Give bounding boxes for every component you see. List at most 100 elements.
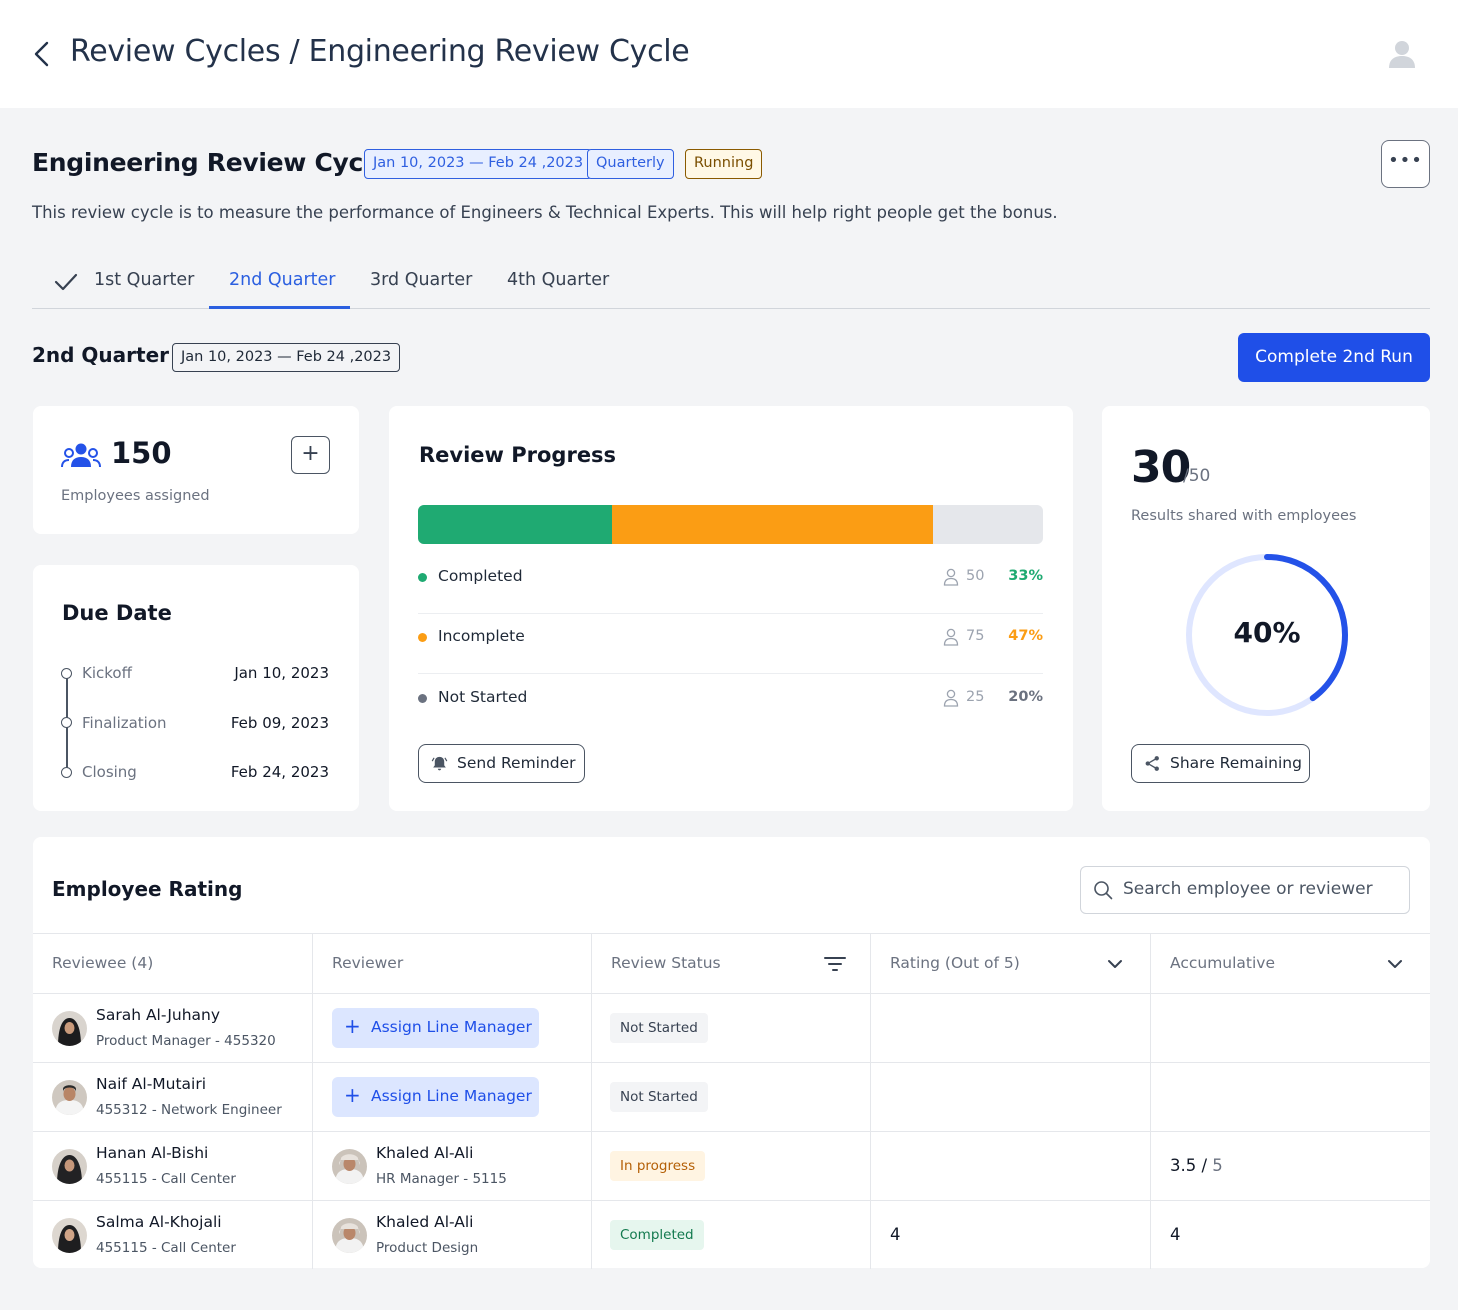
column-header-review-status[interactable]: Review Status (592, 934, 871, 995)
active-tab-indicator (209, 306, 350, 309)
assign-line-manager-button[interactable]: + Assign Line Manager (332, 1008, 539, 1048)
quarter-date-chip: Jan 10, 2023 — Feb 24 ,2023 (172, 343, 401, 372)
not-started-dot (418, 694, 427, 703)
send-reminder-label: Send Reminder (457, 754, 576, 772)
reviewee-subtitle: 455115 - Call Center (96, 1171, 236, 1187)
plus-icon: + (344, 1083, 361, 1107)
more-options-button[interactable]: ••• (1381, 140, 1430, 188)
employee-count-label: Employees assigned (61, 488, 210, 504)
search-input[interactable] (1123, 879, 1403, 899)
legend-label: Not Started (438, 688, 528, 706)
reviewee-name: Hanan Al-Bishi (96, 1144, 209, 1162)
user-icon[interactable] (1386, 38, 1418, 70)
due-date-title: Due Date (62, 601, 172, 625)
rating-cell (871, 1132, 1151, 1200)
reviewer-cell: Khaled Al-Ali HR Manager - 5115 (313, 1132, 592, 1200)
assign-line-manager-button[interactable]: + Assign Line Manager (332, 1077, 539, 1117)
send-reminder-button[interactable]: Send Reminder (418, 744, 585, 783)
results-percent: 40% (1233, 616, 1301, 649)
bell-icon (431, 756, 448, 771)
legend-row-not-started: Not Started 25 20% (418, 675, 1043, 735)
status-cell: Completed (592, 1201, 871, 1269)
timeline-dot (61, 717, 72, 728)
reviewee-subtitle: Product Manager - 455320 (96, 1033, 276, 1049)
column-header-label: Review Status (611, 954, 721, 972)
progress-segment-incomplete (611, 505, 933, 544)
milestone-date: Feb 09, 2023 (230, 714, 329, 732)
complete-run-button[interactable]: Complete 2nd Run (1238, 333, 1430, 382)
legend-percent: 20% (1008, 689, 1043, 705)
legend-percent: 47% (1008, 628, 1043, 644)
table-row[interactable]: Sarah Al-Juhany Product Manager - 455320… (33, 994, 1430, 1063)
table-row[interactable]: Salma Al-Khojali 455115 - Call Center Kh… (33, 1201, 1430, 1270)
accumulative-score: 4 (1170, 1225, 1181, 1244)
status-cell: Not Started (592, 1063, 871, 1131)
share-remaining-button[interactable]: Share Remaining (1131, 744, 1310, 783)
chevron-down-icon[interactable] (1384, 954, 1406, 974)
column-header-rating[interactable]: Rating (Out of 5) (871, 934, 1151, 995)
tab-1st-quarter[interactable]: 1st Quarter (94, 270, 195, 290)
legend-count: 75 (966, 628, 985, 644)
page-title: Engineering Review Cycle (32, 148, 388, 177)
reviewer-cell: Khaled Al-Ali Product Design (313, 1201, 592, 1269)
milestone-label: Closing (82, 763, 137, 781)
status-badge: Running (685, 149, 763, 179)
status-badge: Completed (610, 1220, 704, 1250)
progress-segment-completed (418, 505, 612, 544)
column-header-reviewee[interactable]: Reviewee (4) (33, 934, 313, 995)
column-header-label: Rating (Out of 5) (890, 954, 1020, 972)
avatar (52, 1218, 87, 1253)
table-row[interactable]: Naif Al-Mutairi 455312 - Network Enginee… (33, 1063, 1430, 1132)
chevron-down-icon[interactable] (1104, 954, 1126, 974)
due-date-card: Due Date Kickoff Jan 10, 2023 Finalizati… (33, 565, 359, 811)
table-row[interactable]: Hanan Al-Bishi 455115 - Call Center Khal… (33, 1132, 1430, 1201)
legend-count: 50 (966, 568, 985, 584)
column-header-accumulative[interactable]: Accumulative (1151, 934, 1430, 995)
assign-label: Assign Line Manager (371, 1087, 532, 1105)
reviewee-subtitle: 455115 - Call Center (96, 1240, 236, 1256)
results-label: Results shared with employees (1131, 508, 1357, 524)
tab-4th-quarter[interactable]: 4th Quarter (507, 270, 610, 290)
column-header-reviewer[interactable]: Reviewer (313, 934, 592, 995)
status-badge: Not Started (610, 1082, 708, 1112)
reviewer-cell: + Assign Line Manager (313, 1063, 592, 1131)
ring-fill (1186, 554, 1348, 716)
legend-label: Incomplete (438, 627, 525, 645)
rating-cell (871, 1063, 1151, 1131)
avatar (332, 1218, 367, 1253)
chevron-left-icon[interactable] (30, 40, 54, 68)
filter-icon[interactable] (824, 954, 846, 974)
add-employee-button[interactable]: + (291, 436, 330, 474)
top-bar: Review Cycles / Engineering Review Cycle (0, 0, 1458, 108)
status-cell: In progress (592, 1132, 871, 1200)
reviewee-subtitle: 455312 - Network Engineer (96, 1102, 282, 1118)
employee-count: 150 (111, 436, 172, 470)
results-shared-count: 30 (1131, 442, 1191, 493)
results-card: 30 /50 Results shared with employees 40%… (1102, 406, 1430, 811)
milestone-date: Jan 10, 2023 (234, 664, 329, 682)
legend-percent: 33% (1008, 568, 1043, 584)
reviewer-subtitle: HR Manager - 5115 (376, 1171, 507, 1187)
accumulative-cell (1151, 1063, 1430, 1131)
status-cell: Not Started (592, 994, 871, 1062)
legend-count: 25 (966, 689, 985, 705)
review-progress-title: Review Progress (419, 443, 617, 467)
rating-cell (871, 994, 1151, 1062)
reviewer-cell: + Assign Line Manager (313, 994, 592, 1062)
employees-card: 150 Employees assigned + (33, 406, 359, 534)
reviewee-cell: Salma Al-Khojali 455115 - Call Center (33, 1201, 313, 1269)
employee-rating-card: Employee Rating Reviewee (4) Reviewer Re… (33, 837, 1430, 1270)
column-header-label: Accumulative (1170, 954, 1276, 972)
accumulative-value: 3.5 / 5 (1170, 1156, 1223, 1175)
status-badge: In progress (610, 1151, 706, 1181)
tab-3rd-quarter[interactable]: 3rd Quarter (370, 270, 473, 290)
tab-2nd-quarter[interactable]: 2nd Quarter (229, 270, 336, 290)
column-header-label: Reviewer (332, 954, 404, 972)
avatar (52, 1080, 87, 1115)
cycle-description: This review cycle is to measure the perf… (32, 203, 1058, 222)
accumulative-score: 3.5 / (1170, 1156, 1208, 1175)
legend-row-incomplete: Incomplete 75 47% (418, 614, 1043, 674)
person-icon (943, 689, 959, 707)
person-icon (943, 568, 959, 586)
reviewee-cell: Naif Al-Mutairi 455312 - Network Enginee… (33, 1063, 313, 1131)
